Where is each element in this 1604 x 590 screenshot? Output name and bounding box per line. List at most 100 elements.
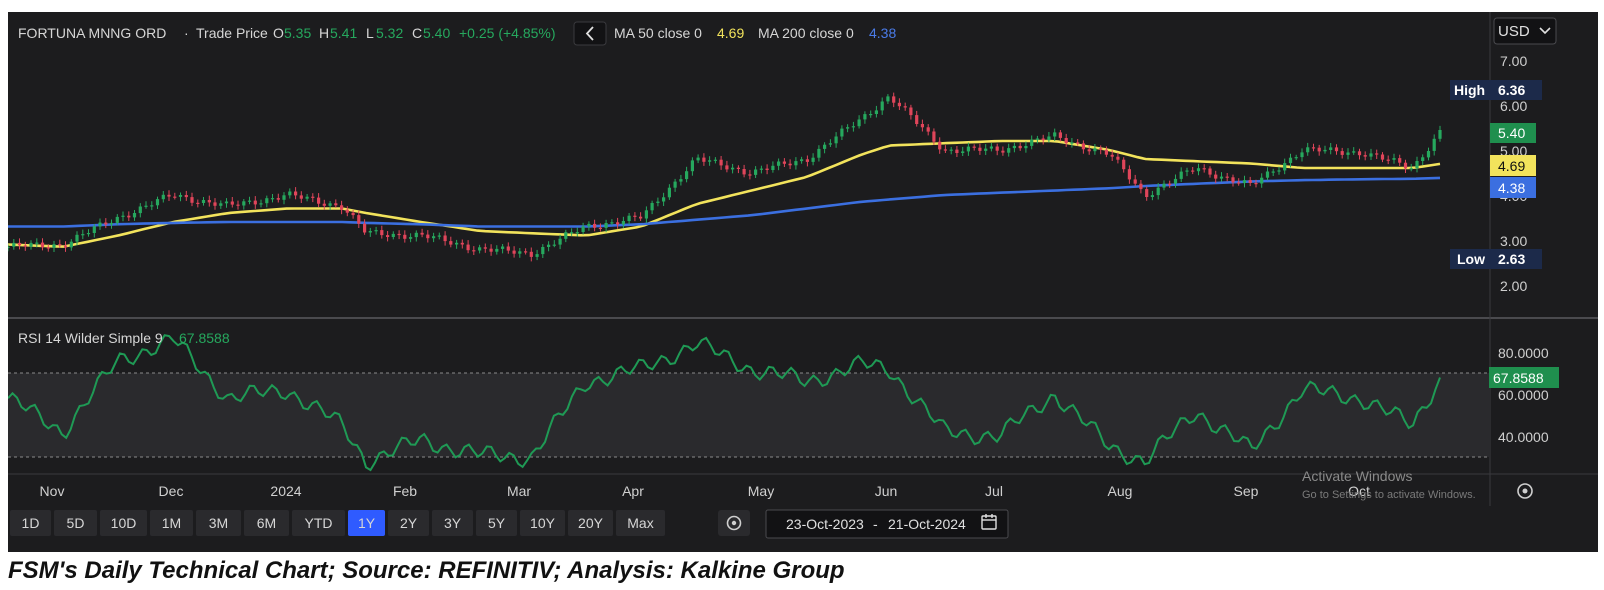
candle bbox=[288, 191, 292, 196]
candle bbox=[552, 244, 556, 246]
candle bbox=[409, 237, 413, 239]
candle bbox=[426, 234, 430, 239]
candle bbox=[1415, 161, 1419, 169]
candle bbox=[81, 234, 85, 236]
candle bbox=[213, 202, 217, 206]
last-price-value: 5.40 bbox=[1498, 125, 1525, 141]
candle bbox=[754, 169, 758, 175]
range-button-3y[interactable]: 3Y bbox=[432, 510, 473, 536]
candle bbox=[380, 230, 384, 236]
candle bbox=[98, 222, 102, 227]
candle bbox=[460, 242, 464, 245]
candle bbox=[863, 114, 867, 120]
currency-selector[interactable]: USD bbox=[1493, 17, 1557, 45]
candle bbox=[713, 159, 717, 161]
ma50-value: 4.69 bbox=[717, 25, 744, 41]
candle bbox=[869, 114, 873, 116]
candle bbox=[920, 124, 924, 128]
candle bbox=[1346, 152, 1350, 155]
candle bbox=[1392, 158, 1396, 160]
rsi-label: RSI 14 Wilder Simple 9 bbox=[18, 330, 163, 346]
range-button-6m[interactable]: 6M bbox=[244, 510, 289, 536]
currency-label: USD bbox=[1498, 23, 1530, 40]
candle bbox=[386, 235, 390, 237]
candle bbox=[207, 200, 211, 203]
candle bbox=[524, 251, 528, 253]
candle bbox=[265, 198, 269, 204]
candle bbox=[317, 197, 321, 204]
candle bbox=[69, 241, 73, 248]
candle bbox=[6, 246, 10, 248]
candle bbox=[1133, 179, 1137, 184]
candle bbox=[1191, 170, 1195, 172]
range-button-max[interactable]: Max bbox=[616, 510, 665, 536]
candle bbox=[403, 234, 407, 239]
collapse-button[interactable] bbox=[573, 21, 607, 46]
range-button-1d[interactable]: 1D bbox=[10, 510, 51, 536]
candle bbox=[420, 232, 424, 235]
range-button-label: 10D bbox=[111, 515, 137, 531]
candle bbox=[1277, 170, 1281, 172]
last-price-badge: 5.40 bbox=[1490, 123, 1536, 143]
candle bbox=[903, 106, 907, 108]
chart-canvas[interactable]: FORTUNA MNNG ORD · Trade Price O 5.35 H … bbox=[6, 12, 1598, 552]
range-button-label: 1M bbox=[162, 515, 181, 531]
candle bbox=[483, 247, 487, 249]
range-button-10y[interactable]: 10Y bbox=[520, 510, 565, 536]
candle bbox=[644, 210, 648, 219]
range-button-ytd[interactable]: YTD bbox=[292, 510, 345, 536]
range-button-3m[interactable]: 3M bbox=[196, 510, 241, 536]
range-button-1m[interactable]: 1M bbox=[150, 510, 193, 536]
chart-settings-button[interactable] bbox=[1517, 483, 1533, 499]
candle bbox=[1122, 159, 1126, 170]
candle bbox=[1340, 151, 1344, 155]
range-button-label: 2Y bbox=[400, 515, 418, 531]
candle bbox=[748, 174, 752, 176]
range-button-bg bbox=[244, 510, 289, 536]
candle bbox=[17, 242, 22, 246]
candle bbox=[219, 203, 223, 206]
candle bbox=[127, 215, 131, 218]
candle bbox=[817, 148, 821, 158]
candle bbox=[328, 203, 332, 206]
range-button-5y[interactable]: 5Y bbox=[476, 510, 517, 536]
candle bbox=[805, 159, 809, 162]
candle bbox=[495, 248, 499, 252]
range-button-20y[interactable]: 20Y bbox=[568, 510, 613, 536]
candle bbox=[1438, 130, 1442, 139]
range-button-1y[interactable]: 1Y bbox=[348, 510, 385, 536]
candle bbox=[673, 181, 677, 188]
candle bbox=[455, 242, 459, 245]
rsi-axis[interactable]: 80.0000 60.0000 40.0000 bbox=[1498, 345, 1549, 445]
candle bbox=[1156, 187, 1160, 196]
candle bbox=[1150, 195, 1154, 197]
candle bbox=[1357, 151, 1362, 156]
range-button-5d[interactable]: 5D bbox=[54, 510, 97, 536]
candle bbox=[1093, 148, 1097, 152]
high-value: 6.36 bbox=[1498, 82, 1525, 98]
candle bbox=[501, 246, 505, 249]
candle bbox=[1127, 169, 1131, 180]
rsi-tick: 40.0000 bbox=[1498, 429, 1549, 445]
range-button-2y[interactable]: 2Y bbox=[388, 510, 429, 536]
candle bbox=[1087, 149, 1091, 152]
x-tick: Oct bbox=[1348, 483, 1370, 499]
range-settings-button[interactable] bbox=[718, 510, 750, 536]
date-range-picker[interactable]: 23-Oct-2023 - 21-Oct-2024 bbox=[765, 509, 1009, 539]
candle bbox=[1409, 168, 1413, 170]
candle bbox=[547, 244, 551, 247]
ma50-label: MA 50 close 0 bbox=[614, 25, 702, 41]
rsi-tick: 60.0000 bbox=[1498, 387, 1549, 403]
range-button-10d[interactable]: 10D bbox=[100, 510, 147, 536]
candle bbox=[322, 203, 326, 206]
watermark-subtitle: Go to Settings to activate Windows. bbox=[1302, 489, 1476, 501]
candle bbox=[75, 234, 79, 242]
candle bbox=[190, 197, 194, 203]
candle bbox=[575, 232, 579, 234]
candle bbox=[1214, 174, 1218, 179]
time-axis[interactable]: Nov Dec 2024 Feb Mar Apr May Jun Jul Aug… bbox=[40, 483, 1370, 499]
high-marker: High 6.36 bbox=[1450, 80, 1542, 100]
range-button-bg bbox=[388, 510, 429, 536]
ma200-badge: 4.38 bbox=[1490, 177, 1536, 198]
range-button-bg bbox=[616, 510, 665, 536]
